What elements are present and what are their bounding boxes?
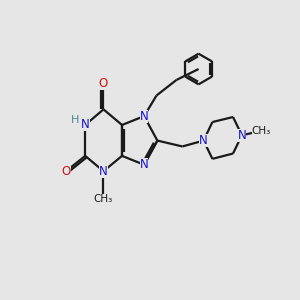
Text: N: N: [140, 110, 148, 123]
Text: O: O: [61, 165, 71, 178]
Text: O: O: [99, 77, 108, 90]
Text: CH₃: CH₃: [94, 194, 113, 204]
Text: CH₃: CH₃: [252, 126, 271, 136]
Text: N: N: [199, 134, 208, 147]
Text: H: H: [70, 115, 79, 125]
Text: N: N: [238, 129, 246, 142]
Text: N: N: [99, 165, 108, 178]
Text: N: N: [81, 118, 90, 131]
Text: N: N: [140, 158, 148, 171]
